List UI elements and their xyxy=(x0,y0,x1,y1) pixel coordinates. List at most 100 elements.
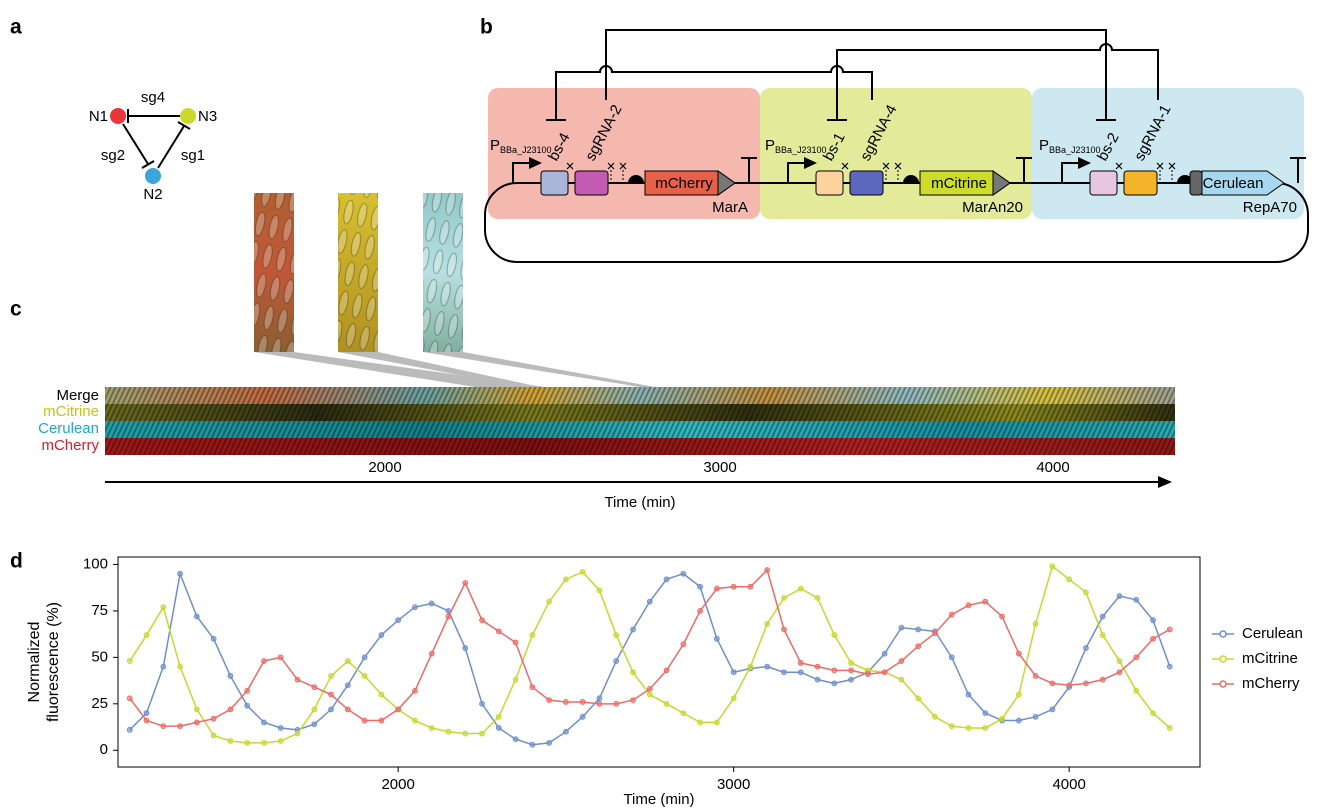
data-point xyxy=(982,598,989,605)
data-point xyxy=(428,600,435,607)
data-point xyxy=(982,710,989,717)
axis-title: Time (min) xyxy=(604,494,675,511)
promoter-subscript: BBa_J23100 xyxy=(775,145,827,155)
data-point xyxy=(143,717,150,724)
data-point xyxy=(596,700,603,707)
data-point xyxy=(1099,676,1106,683)
data-point xyxy=(512,639,519,646)
reporter-label: mCherry xyxy=(655,175,713,192)
rbs xyxy=(903,175,919,183)
data-point xyxy=(562,699,569,705)
data-point xyxy=(898,676,905,683)
promoter xyxy=(512,162,530,183)
data-point xyxy=(713,635,720,642)
data-point xyxy=(982,725,989,731)
zoom-texture xyxy=(423,193,463,352)
data-point xyxy=(596,695,603,702)
data-point xyxy=(210,715,217,722)
data-point xyxy=(781,669,787,676)
data-point xyxy=(1116,658,1123,664)
data-point xyxy=(193,613,200,620)
data-point xyxy=(1133,654,1140,661)
data-point xyxy=(479,617,485,624)
data-point xyxy=(160,604,167,611)
protease-tag-label: RepA70 xyxy=(1243,199,1297,216)
zoom-connector xyxy=(423,352,655,387)
data-point xyxy=(663,576,670,583)
promoter-subscript: BBa_J23100 xyxy=(1049,145,1101,155)
data-point xyxy=(412,717,418,724)
data-point xyxy=(512,676,519,683)
binding-site xyxy=(540,170,569,196)
cut-site xyxy=(841,162,849,170)
binding-site xyxy=(815,170,844,196)
data-point xyxy=(311,684,318,690)
rbs xyxy=(628,175,644,183)
data-point xyxy=(1099,632,1106,638)
data-point xyxy=(1066,682,1073,689)
data-point xyxy=(999,613,1005,620)
data-point xyxy=(781,594,787,601)
protease-tag-label: MarA xyxy=(712,199,748,216)
data-point xyxy=(697,607,703,614)
regulation-wires xyxy=(546,29,1159,121)
data-point xyxy=(244,702,251,709)
data-point xyxy=(1083,680,1089,687)
data-point xyxy=(412,604,418,611)
protease-tag-label: MarAn20 xyxy=(962,199,1023,216)
cut-site xyxy=(1168,162,1176,170)
data-point xyxy=(730,695,737,702)
edge-label: sg2 xyxy=(101,147,125,164)
data-point xyxy=(328,691,334,698)
data-point xyxy=(764,567,771,573)
data-point xyxy=(328,673,334,679)
data-point xyxy=(126,695,133,702)
data-point xyxy=(143,632,150,638)
data-point xyxy=(562,728,569,735)
edge-label: sg1 xyxy=(181,147,205,164)
time-tick-label: 4000 xyxy=(1036,459,1069,476)
data-point xyxy=(814,663,821,670)
degradation-tag xyxy=(1189,170,1203,196)
cut-site xyxy=(882,162,890,170)
data-point xyxy=(948,654,955,661)
data-point xyxy=(160,723,167,730)
chart: 0 25 50 75 100 2000 3000 4000 Time (min) Cerulean… xyxy=(83,555,1303,808)
promoter-label: PBBa_J23100 xyxy=(765,137,827,155)
channel-label: mCitrine xyxy=(43,403,99,420)
kymograph: Merge mCitrine Cerulean mCherry 2000 300… xyxy=(38,193,1175,511)
data-point xyxy=(529,684,536,690)
zoom-texture xyxy=(254,193,294,352)
data-point xyxy=(713,719,720,726)
data-point xyxy=(1099,613,1106,620)
panel-letter: a xyxy=(10,16,22,39)
data-point xyxy=(1049,680,1056,687)
repression-bar xyxy=(177,121,191,130)
data-point xyxy=(378,717,385,724)
data-point xyxy=(244,739,251,746)
cut-site xyxy=(1115,162,1123,170)
time-tick-label: 3000 xyxy=(703,459,736,476)
data-point xyxy=(344,658,351,664)
data-point xyxy=(596,587,603,594)
data-point xyxy=(1116,669,1123,676)
data-point xyxy=(495,713,502,720)
data-point xyxy=(395,706,402,713)
data-point xyxy=(764,621,771,627)
binding-site xyxy=(1089,170,1118,196)
promoter-label: PBBa_J23100 xyxy=(490,137,552,155)
data-point xyxy=(965,725,972,731)
node-label: N1 xyxy=(89,108,108,125)
promoter xyxy=(787,162,805,183)
data-point xyxy=(193,719,200,726)
cut-site xyxy=(566,162,574,170)
data-point xyxy=(932,630,938,637)
y-tick-label: 50 xyxy=(91,648,108,665)
panel-letter: d xyxy=(10,550,23,573)
data-point xyxy=(915,643,922,650)
data-point xyxy=(277,654,284,661)
data-point xyxy=(546,598,553,605)
